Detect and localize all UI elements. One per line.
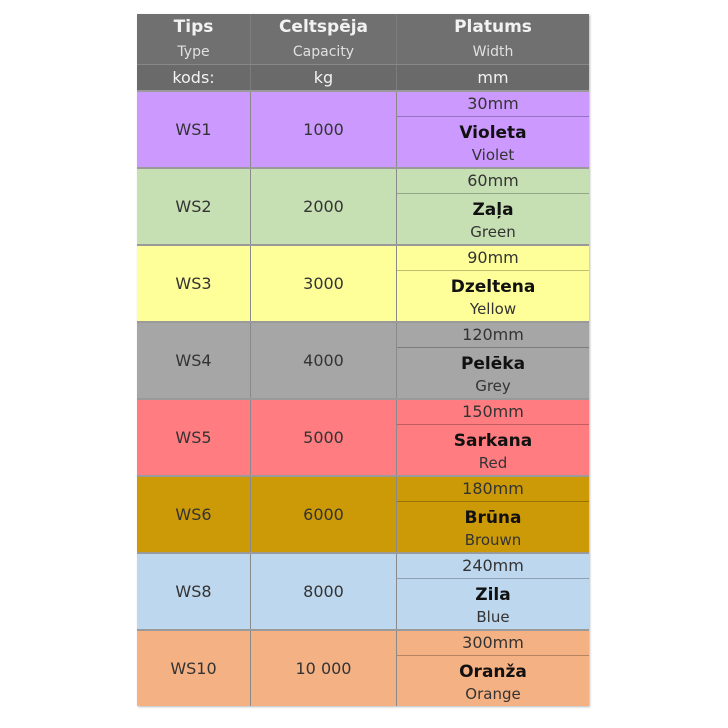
type-cell: WS1 bbox=[137, 92, 251, 167]
color-name-lv: Dzeltena bbox=[450, 277, 536, 298]
header-capacity-subtitle: Capacity bbox=[251, 39, 397, 64]
width-cell: 300mm Oranža Orange bbox=[397, 631, 589, 706]
color-name-en: Yellow bbox=[469, 300, 517, 319]
color-name-lv: Brūna bbox=[464, 508, 522, 529]
color-name-lv: Pelēka bbox=[460, 354, 526, 375]
table-row: WS1 1000 30mm Violeta Violet bbox=[137, 90, 589, 167]
color-name-en: Brouwn bbox=[464, 531, 522, 550]
type-cell: WS3 bbox=[137, 246, 251, 321]
header-capacity-title: Celtspēja bbox=[251, 14, 397, 39]
width-value: 150mm bbox=[397, 400, 589, 425]
width-value: 90mm bbox=[397, 246, 589, 271]
capacity-cell: 10 000 bbox=[251, 631, 397, 706]
header-unit-row: kods: kg mm bbox=[137, 64, 589, 90]
table-row: WS8 8000 240mm Zila Blue bbox=[137, 552, 589, 629]
color-name-en: Grey bbox=[475, 377, 511, 396]
type-cell: WS10 bbox=[137, 631, 251, 706]
width-value: 240mm bbox=[397, 554, 589, 579]
table-row: WS10 10 000 300mm Oranža Orange bbox=[137, 629, 589, 706]
width-cell: 120mm Pelēka Grey bbox=[397, 323, 589, 398]
header-title-row: Tips Celtspēja Platums bbox=[137, 14, 589, 39]
table-row: WS6 6000 180mm Brūna Brouwn bbox=[137, 475, 589, 552]
color-name-lv: Zila bbox=[475, 585, 511, 606]
color-name-lv: Sarkana bbox=[453, 431, 533, 452]
color-name-lv: Oranža bbox=[459, 662, 527, 683]
type-cell: WS5 bbox=[137, 400, 251, 475]
width-cell: 90mm Dzeltena Yellow bbox=[397, 246, 589, 321]
width-cell: 30mm Violeta Violet bbox=[397, 92, 589, 167]
sling-spec-table: Tips Celtspēja Platums Type Capacity Wid… bbox=[137, 14, 589, 706]
header-width-unit: mm bbox=[477, 68, 509, 87]
table-row: WS2 2000 60mm Zaļa Green bbox=[137, 167, 589, 244]
header-width-title: Platums bbox=[454, 16, 532, 37]
capacity-cell: 3000 bbox=[251, 246, 397, 321]
width-value: 180mm bbox=[397, 477, 589, 502]
table-row: WS5 5000 150mm Sarkana Red bbox=[137, 398, 589, 475]
header-type-title: Tips bbox=[137, 14, 251, 39]
header-type-subtitle: Type bbox=[137, 39, 251, 64]
color-name-en: Green bbox=[470, 223, 516, 242]
width-value: 120mm bbox=[397, 323, 589, 348]
width-value: 30mm bbox=[397, 92, 589, 117]
capacity-cell: 2000 bbox=[251, 169, 397, 244]
header-capacity-unit: kg bbox=[251, 65, 397, 90]
color-name-lv: Violeta bbox=[459, 123, 527, 144]
width-cell: 150mm Sarkana Red bbox=[397, 400, 589, 475]
capacity-cell: 8000 bbox=[251, 554, 397, 629]
type-cell: WS4 bbox=[137, 323, 251, 398]
color-name-en: Violet bbox=[471, 146, 515, 165]
header-subtitle-row: Type Capacity Width bbox=[137, 39, 589, 64]
color-name-en: Orange bbox=[465, 685, 521, 704]
capacity-cell: 1000 bbox=[251, 92, 397, 167]
capacity-cell: 5000 bbox=[251, 400, 397, 475]
color-name-lv: Zaļa bbox=[472, 200, 514, 221]
width-value: 300mm bbox=[397, 631, 589, 656]
type-cell: WS6 bbox=[137, 477, 251, 552]
table-row: WS3 3000 90mm Dzeltena Yellow bbox=[137, 244, 589, 321]
header-type-unit: kods: bbox=[137, 65, 251, 90]
width-cell: 180mm Brūna Brouwn bbox=[397, 477, 589, 552]
header-width-subtitle: Width bbox=[472, 43, 514, 60]
capacity-cell: 4000 bbox=[251, 323, 397, 398]
width-value: 60mm bbox=[397, 169, 589, 194]
color-name-en: Blue bbox=[476, 608, 510, 627]
type-cell: WS8 bbox=[137, 554, 251, 629]
width-cell: 60mm Zaļa Green bbox=[397, 169, 589, 244]
width-cell: 240mm Zila Blue bbox=[397, 554, 589, 629]
capacity-cell: 6000 bbox=[251, 477, 397, 552]
color-name-en: Red bbox=[478, 454, 508, 473]
type-cell: WS2 bbox=[137, 169, 251, 244]
table-row: WS4 4000 120mm Pelēka Grey bbox=[137, 321, 589, 398]
table-body: WS1 1000 30mm Violeta Violet WS2 2000 60… bbox=[137, 90, 589, 706]
